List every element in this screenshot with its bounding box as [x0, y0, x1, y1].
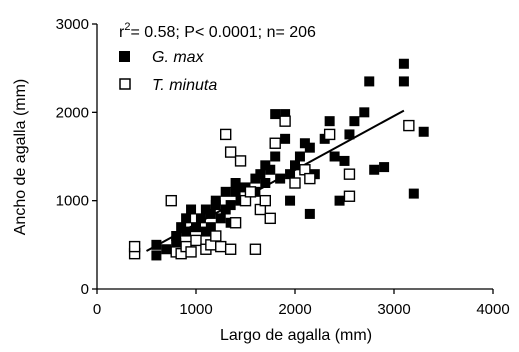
data-point-g-max [205, 208, 216, 219]
data-point-g-max [364, 76, 375, 87]
data-point-t-minuta [304, 172, 316, 185]
y-tick-label: 2000 [56, 104, 89, 121]
stats-r-superscript: 2 [124, 21, 130, 33]
data-point-t-minuta [185, 246, 197, 258]
data-point-g-max [270, 151, 281, 162]
data-point-t-minuta [279, 115, 291, 127]
data-point-t-minuta [269, 137, 281, 149]
data-point-t-minuta [403, 119, 415, 132]
data-point-g-max [171, 238, 182, 249]
data-point-t-minuta [219, 128, 232, 141]
legend-marker-g-max [119, 51, 130, 62]
data-point-t-minuta [210, 230, 222, 242]
x-axis-title: Largo de agalla (mm) [220, 327, 372, 344]
data-point-t-minuta [343, 190, 356, 202]
data-point-t-minuta [234, 155, 247, 167]
data-point-g-max [418, 126, 429, 137]
data-point-g-max [398, 58, 409, 69]
data-point-t-minuta [215, 240, 227, 253]
data-point-g-max [260, 178, 271, 188]
points-layer [128, 58, 429, 261]
legend-label-t-minuta: T. minuta [152, 77, 217, 94]
data-point-t-minuta [323, 128, 336, 141]
data-point-g-max [359, 107, 370, 118]
data-point-g-max [171, 231, 182, 241]
data-point-g-max [225, 200, 236, 211]
y-tick-label: 1000 [56, 193, 89, 210]
legend-marker-t-minuta [119, 78, 131, 90]
data-point-t-minuta [128, 240, 141, 253]
data-point-g-max [215, 213, 226, 224]
x-tick-label: 1000 [179, 301, 212, 318]
data-point-t-minuta [190, 234, 202, 247]
legend: G. max T. minuta [119, 49, 217, 94]
y-axis-title: Ancho de agalla (mm) [12, 79, 29, 236]
data-point-g-max [344, 129, 355, 140]
data-point-g-max [205, 222, 216, 233]
x-tick-label: 4000 [476, 301, 509, 318]
y-tick-label: 0 [81, 281, 89, 298]
data-point-g-max [265, 164, 276, 175]
data-point-t-minuta [264, 212, 276, 225]
stats-annotation: r2= 0.58; P< 0.0001; n= 206 [119, 21, 316, 41]
data-point-g-max [280, 109, 291, 120]
data-point-t-minuta [343, 168, 356, 180]
data-point-g-max [151, 250, 162, 261]
plot-area [128, 58, 429, 261]
x-tick-label: 0 [93, 301, 101, 318]
data-point-g-max [294, 151, 305, 162]
data-point-t-minuta [224, 243, 237, 255]
data-point-g-max [255, 169, 266, 180]
data-point-t-minuta [289, 177, 301, 189]
data-point-t-minuta [249, 243, 262, 255]
data-point-g-max [210, 200, 221, 211]
data-point-g-max [280, 133, 291, 144]
data-point-g-max [220, 186, 231, 197]
axes-layer: 0 1000 2000 3000 4000 0 1000 2000 3000 [56, 16, 510, 318]
data-point-t-minuta [229, 217, 242, 229]
data-point-g-max [339, 155, 350, 166]
data-point-t-minuta [165, 194, 177, 207]
data-point-g-max [324, 116, 335, 127]
data-point-g-max [369, 164, 380, 175]
data-point-g-max [408, 188, 419, 199]
data-point-t-minuta [244, 186, 257, 198]
data-point-g-max [161, 244, 172, 255]
x-tick-label: 3000 [377, 301, 410, 318]
data-point-g-max [191, 222, 201, 233]
data-point-g-max [181, 213, 192, 224]
data-point-g-max [285, 195, 296, 206]
data-point-g-max [285, 169, 296, 180]
data-point-g-max [151, 239, 162, 250]
legend-label-g-max: G. max [152, 49, 205, 66]
data-point-g-max [195, 213, 206, 224]
y-tick-label: 3000 [56, 16, 89, 33]
data-point-g-max [334, 195, 345, 206]
data-point-g-max [398, 76, 409, 87]
data-point-g-max [230, 178, 241, 188]
data-point-g-max [181, 226, 192, 237]
data-point-t-minuta [224, 146, 237, 158]
stats-r: r [119, 24, 125, 41]
data-point-g-max [186, 204, 197, 215]
data-point-g-max [349, 116, 360, 127]
data-point-g-max [329, 151, 340, 162]
data-point-g-max [304, 142, 315, 153]
data-point-g-max [275, 173, 286, 184]
x-tick-label: 2000 [278, 301, 311, 318]
data-point-g-max [290, 160, 300, 171]
data-point-g-max [304, 208, 315, 219]
stats-rest: = 0.58; P< 0.0001; n= 206 [130, 24, 316, 41]
data-point-g-max [230, 186, 241, 197]
data-point-t-minuta [259, 194, 271, 207]
data-point-g-max [270, 109, 281, 120]
data-point-g-max [379, 162, 390, 173]
